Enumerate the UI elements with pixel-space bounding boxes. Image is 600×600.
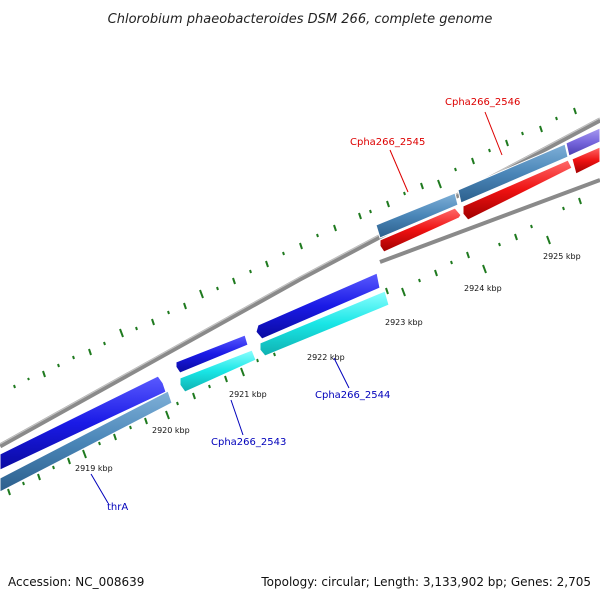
leader-thrA bbox=[90, 473, 109, 504]
gene-label-cpha2545[interactable]: Cpha266_2545 bbox=[350, 137, 425, 148]
gene-steel-2545[interactable] bbox=[375, 192, 459, 239]
gene-cyan-2[interactable] bbox=[259, 290, 390, 357]
scale-label-2919: 2919 kbp bbox=[75, 464, 113, 473]
scale-label-2923: 2923 kbp bbox=[385, 318, 423, 327]
genome-backbone-highlight bbox=[0, 117, 600, 445]
forward-strand-genes bbox=[0, 272, 390, 471]
gene-label-cpha2544[interactable]: Cpha266_2544 bbox=[315, 390, 390, 401]
gene-label-thrA[interactable]: thrA bbox=[107, 502, 128, 513]
scale-label-2920: 2920 kbp bbox=[152, 426, 190, 435]
reverse-strand-genes bbox=[375, 127, 600, 253]
leader-2545 bbox=[389, 149, 409, 193]
gene-steel-thrA[interactable] bbox=[0, 390, 173, 493]
accession-text: Accession: NC_008639 bbox=[8, 575, 144, 589]
gene-blue-3[interactable] bbox=[255, 272, 381, 340]
scale-label-2922: 2922 kbp bbox=[307, 353, 345, 362]
scale-label-2925: 2925 kbp bbox=[543, 252, 581, 261]
gene-red-1[interactable] bbox=[379, 207, 462, 253]
gene-red-2[interactable] bbox=[462, 159, 573, 221]
scale-label-2921: 2921 kbp bbox=[229, 390, 267, 399]
gene-steel-2546[interactable] bbox=[457, 143, 569, 204]
leader-2546 bbox=[484, 111, 503, 156]
map-title: Chlorobium phaeobacteroides DSM 266, com… bbox=[108, 12, 493, 27]
gene-red-3[interactable] bbox=[571, 146, 600, 175]
gene-label-cpha2546[interactable]: Cpha266_2546 bbox=[445, 97, 520, 108]
gene-label-cpha2543[interactable]: Cpha266_2543 bbox=[211, 437, 286, 448]
thrA-track-genes bbox=[0, 390, 173, 493]
label-leaders bbox=[90, 111, 503, 504]
gene-purple[interactable] bbox=[565, 127, 600, 157]
leader-2544 bbox=[333, 357, 350, 389]
leader-2543 bbox=[230, 399, 244, 436]
genome-summary-text: Topology: circular; Length: 3,133,902 bp… bbox=[260, 575, 591, 589]
inner-tick-ring bbox=[7, 197, 582, 496]
gene-blue-2[interactable] bbox=[175, 334, 249, 374]
genome-backbone-track2 bbox=[379, 178, 600, 264]
gene-cyan-1[interactable] bbox=[179, 349, 257, 393]
gene-blue-1[interactable] bbox=[0, 375, 167, 471]
outer-tick-ring bbox=[13, 107, 577, 389]
scale-label-2924: 2924 kbp bbox=[464, 284, 502, 293]
